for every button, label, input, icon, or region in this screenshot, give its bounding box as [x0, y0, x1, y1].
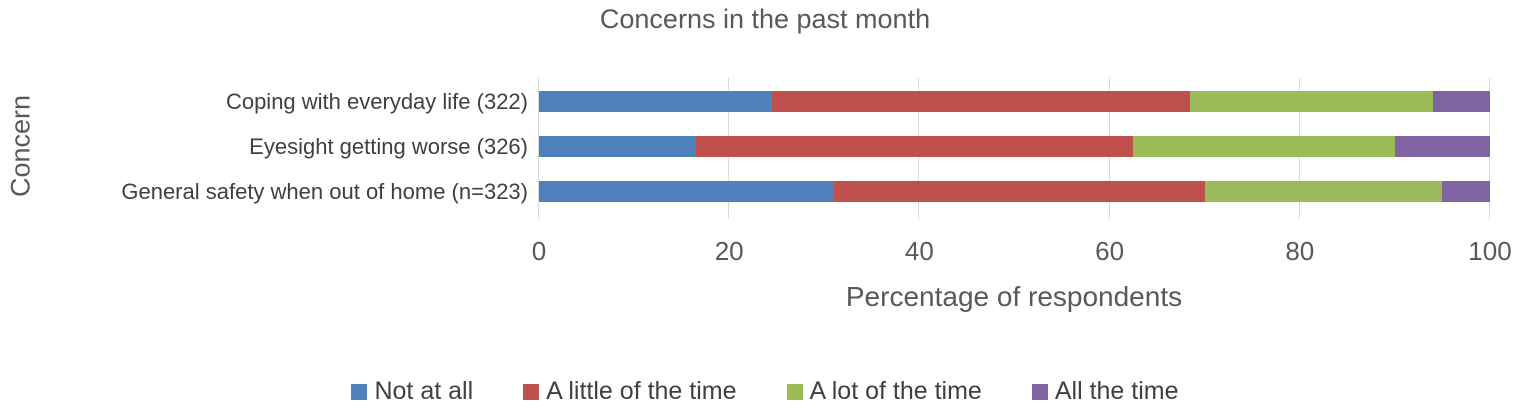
chart-title: Concerns in the past month [599, 4, 931, 34]
bar-segment-a-little-of-the-time [695, 136, 1134, 157]
legend-label: A little of the time [546, 377, 737, 405]
x-tick-label: 40 [904, 236, 934, 266]
legend-swatch-icon [523, 383, 540, 400]
bar-segment-all-the-time [1442, 181, 1490, 202]
bar-row [539, 136, 1490, 157]
x-tick-label: 80 [1285, 236, 1315, 266]
legend: Not at all A little of the time A lot of t… [0, 377, 1530, 406]
legend-label: A lot of the time [809, 377, 982, 405]
bar-segment-not-at-all [539, 136, 696, 157]
x-tick-label: 20 [714, 236, 744, 266]
bar-segment-a-little-of-the-time [771, 91, 1191, 112]
bar-row [539, 91, 1490, 112]
gridline [538, 78, 539, 219]
category-label: Eyesight getting worse (326) [249, 133, 528, 159]
bar-segment-a-little-of-the-time [833, 181, 1205, 202]
legend-label: Not at all [374, 377, 474, 405]
bar-segment-not-at-all [539, 91, 772, 112]
x-axis-title: Percentage of respondents [845, 281, 1183, 312]
bar-segment-not-at-all [539, 181, 834, 202]
bar-segment-a-lot-of-the-time [1133, 136, 1395, 157]
category-label: Coping with everyday life (322) [225, 88, 528, 114]
x-tick-label: 60 [1095, 236, 1125, 266]
bar-segment-a-lot-of-the-time [1190, 91, 1433, 112]
bar-row [539, 181, 1490, 202]
x-tick-label: 100 [1468, 236, 1512, 266]
legend-swatch-icon [351, 383, 368, 400]
legend-item: A lot of the time [786, 377, 982, 406]
legend-item: A little of the time [523, 377, 737, 406]
legend-label: All the time [1054, 377, 1179, 405]
bar-segment-a-lot-of-the-time [1204, 181, 1443, 202]
legend-swatch-icon [1031, 383, 1048, 400]
category-label: General safety when out of home (n=323) [121, 178, 528, 204]
bar-segment-all-the-time [1394, 136, 1490, 157]
bar-segment-all-the-time [1432, 91, 1490, 112]
legend-swatch-icon [786, 383, 803, 400]
legend-item: Not at all [351, 377, 473, 406]
legend-item: All the time [1031, 377, 1179, 406]
x-tick-label: 0 [531, 236, 547, 266]
